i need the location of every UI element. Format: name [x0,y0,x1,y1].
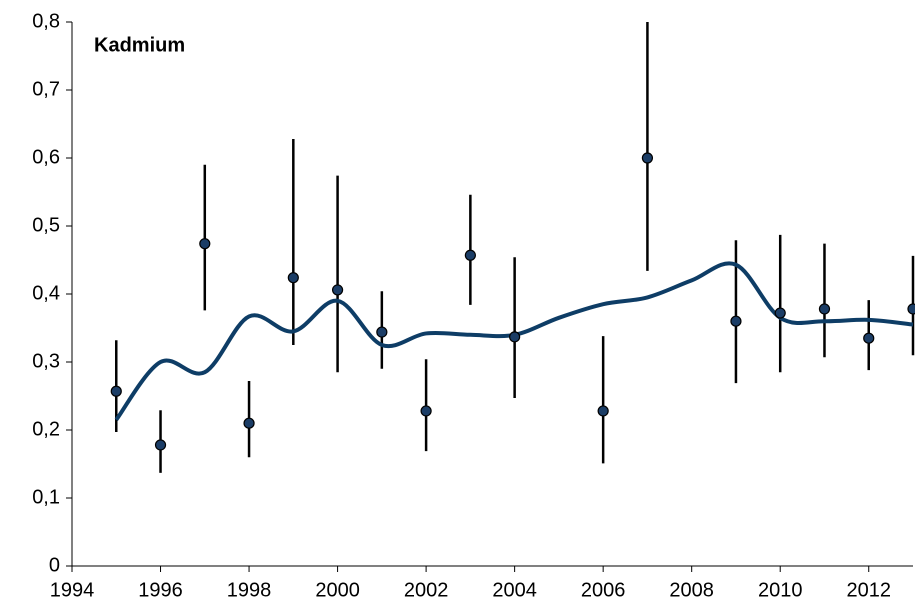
x-tick-label: 2004 [492,579,537,601]
data-point [907,303,915,315]
data-point [641,152,654,164]
data-point [376,326,388,338]
data-point [287,272,299,284]
data-point [818,303,831,315]
data-point [730,315,742,327]
x-tick-label: 1994 [50,579,95,601]
y-tick-label: 0,7 [32,78,60,100]
data-point [464,249,476,261]
data-point [331,284,344,296]
data-point [420,405,432,417]
y-tick-label: 0,6 [32,146,60,168]
data-point [509,331,521,343]
x-tick-label: 2006 [581,579,626,601]
data-point [774,307,786,319]
data-point [863,332,875,344]
x-tick-label: 2000 [315,579,360,601]
data-point [199,238,211,250]
data-point [597,405,609,417]
data-point [154,439,167,451]
y-tick-label: 0,2 [32,418,60,440]
y-tick-label: 0,1 [32,486,60,508]
chart-title: Kadmium [94,34,185,56]
data-point [110,385,122,397]
y-tick-label: 0 [49,554,60,576]
y-tick-label: 0,4 [32,282,60,304]
y-tick-label: 0,3 [32,350,60,372]
y-tick-label: 0,8 [32,10,60,32]
x-tick-label: 1996 [138,579,183,601]
x-tick-label: 2002 [404,579,449,601]
x-tick-label: 2012 [846,579,891,601]
x-tick-label: 1998 [227,579,272,601]
x-tick-label: 2008 [669,579,714,601]
x-tick-label: 2010 [758,579,803,601]
data-point [243,417,255,429]
y-tick-label: 0,5 [32,214,60,236]
